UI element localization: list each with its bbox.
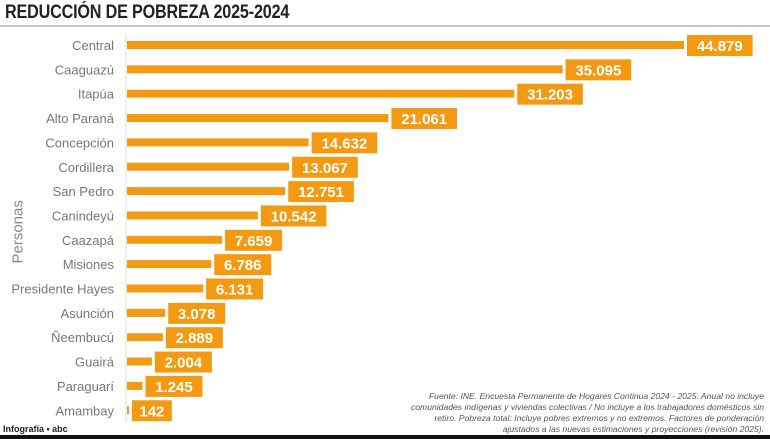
category-label: Guairá xyxy=(75,355,115,370)
value-label-box xyxy=(565,59,632,81)
value-label-box xyxy=(292,156,358,178)
value-label-box xyxy=(154,351,212,373)
chart-title: REDUCCIÓN DE POBREZA 2025-2024 xyxy=(5,2,290,23)
value-label-box xyxy=(145,375,203,397)
category-label: Itapúa xyxy=(78,87,115,102)
value-label: 35.095 xyxy=(575,62,621,79)
bar xyxy=(127,65,563,74)
bar xyxy=(127,284,204,293)
value-label: 3.078 xyxy=(178,306,216,323)
value-label-box xyxy=(132,400,172,422)
category-label: Ñeembucú xyxy=(51,330,114,345)
value-label: 13.067 xyxy=(302,160,348,177)
category-label: Cordillera xyxy=(58,160,114,175)
value-label: 14.632 xyxy=(321,135,367,152)
value-label-box xyxy=(206,278,264,300)
value-label-box xyxy=(165,327,223,349)
bar xyxy=(127,381,143,390)
footer-bar xyxy=(0,435,770,439)
value-label: 2.004 xyxy=(165,355,203,372)
value-label: 1.245 xyxy=(155,379,193,396)
value-label: 44.879 xyxy=(697,38,743,55)
value-label: 21.061 xyxy=(401,111,447,128)
title-divider xyxy=(0,25,770,27)
bar xyxy=(127,260,212,269)
bar xyxy=(127,357,152,366)
category-label: Canindeyú xyxy=(52,208,114,223)
value-label-box xyxy=(260,205,327,227)
value-label: 142 xyxy=(139,403,164,420)
category-label: San Pedro xyxy=(53,184,114,199)
category-label: Paraguarí xyxy=(57,379,114,394)
value-label-box xyxy=(288,181,354,203)
category-label: Alto Paraná xyxy=(46,111,115,126)
value-label-box xyxy=(517,83,583,105)
value-label-box xyxy=(214,254,272,276)
value-label: 10.542 xyxy=(271,208,317,225)
bar xyxy=(127,333,163,342)
value-label-box xyxy=(168,302,226,324)
bar xyxy=(127,308,166,317)
value-label: 6.786 xyxy=(224,257,262,274)
value-label-box xyxy=(391,108,457,130)
bar xyxy=(127,138,309,147)
value-label: 12.751 xyxy=(298,184,344,201)
bar xyxy=(127,187,286,196)
value-label: 31.203 xyxy=(527,87,573,104)
bar xyxy=(127,162,290,171)
bar xyxy=(127,41,684,49)
category-label: Caaguazú xyxy=(55,62,114,77)
credit: Infografía • abc xyxy=(3,424,68,434)
category-label: Concepción xyxy=(45,135,114,150)
category-label: Amambay xyxy=(55,403,114,418)
value-label-box xyxy=(311,132,378,154)
bar xyxy=(127,114,389,123)
bar xyxy=(127,211,258,220)
category-label: Presidente Hayes xyxy=(11,282,114,297)
category-label: Caazapá xyxy=(62,233,115,248)
bar xyxy=(127,406,129,415)
bar xyxy=(127,235,223,244)
category-label: Asunción xyxy=(61,306,114,321)
category-label: Misiones xyxy=(63,257,115,272)
value-label-box xyxy=(225,229,283,251)
value-label: 6.131 xyxy=(216,282,254,299)
bar xyxy=(127,89,515,98)
category-label: Central xyxy=(72,38,114,53)
value-label: 7.659 xyxy=(235,233,273,250)
value-label-box xyxy=(687,35,753,56)
value-label: 2.889 xyxy=(176,330,214,347)
source-note: Fuente: INE. Encuesta Permanente de Hoga… xyxy=(410,391,764,434)
